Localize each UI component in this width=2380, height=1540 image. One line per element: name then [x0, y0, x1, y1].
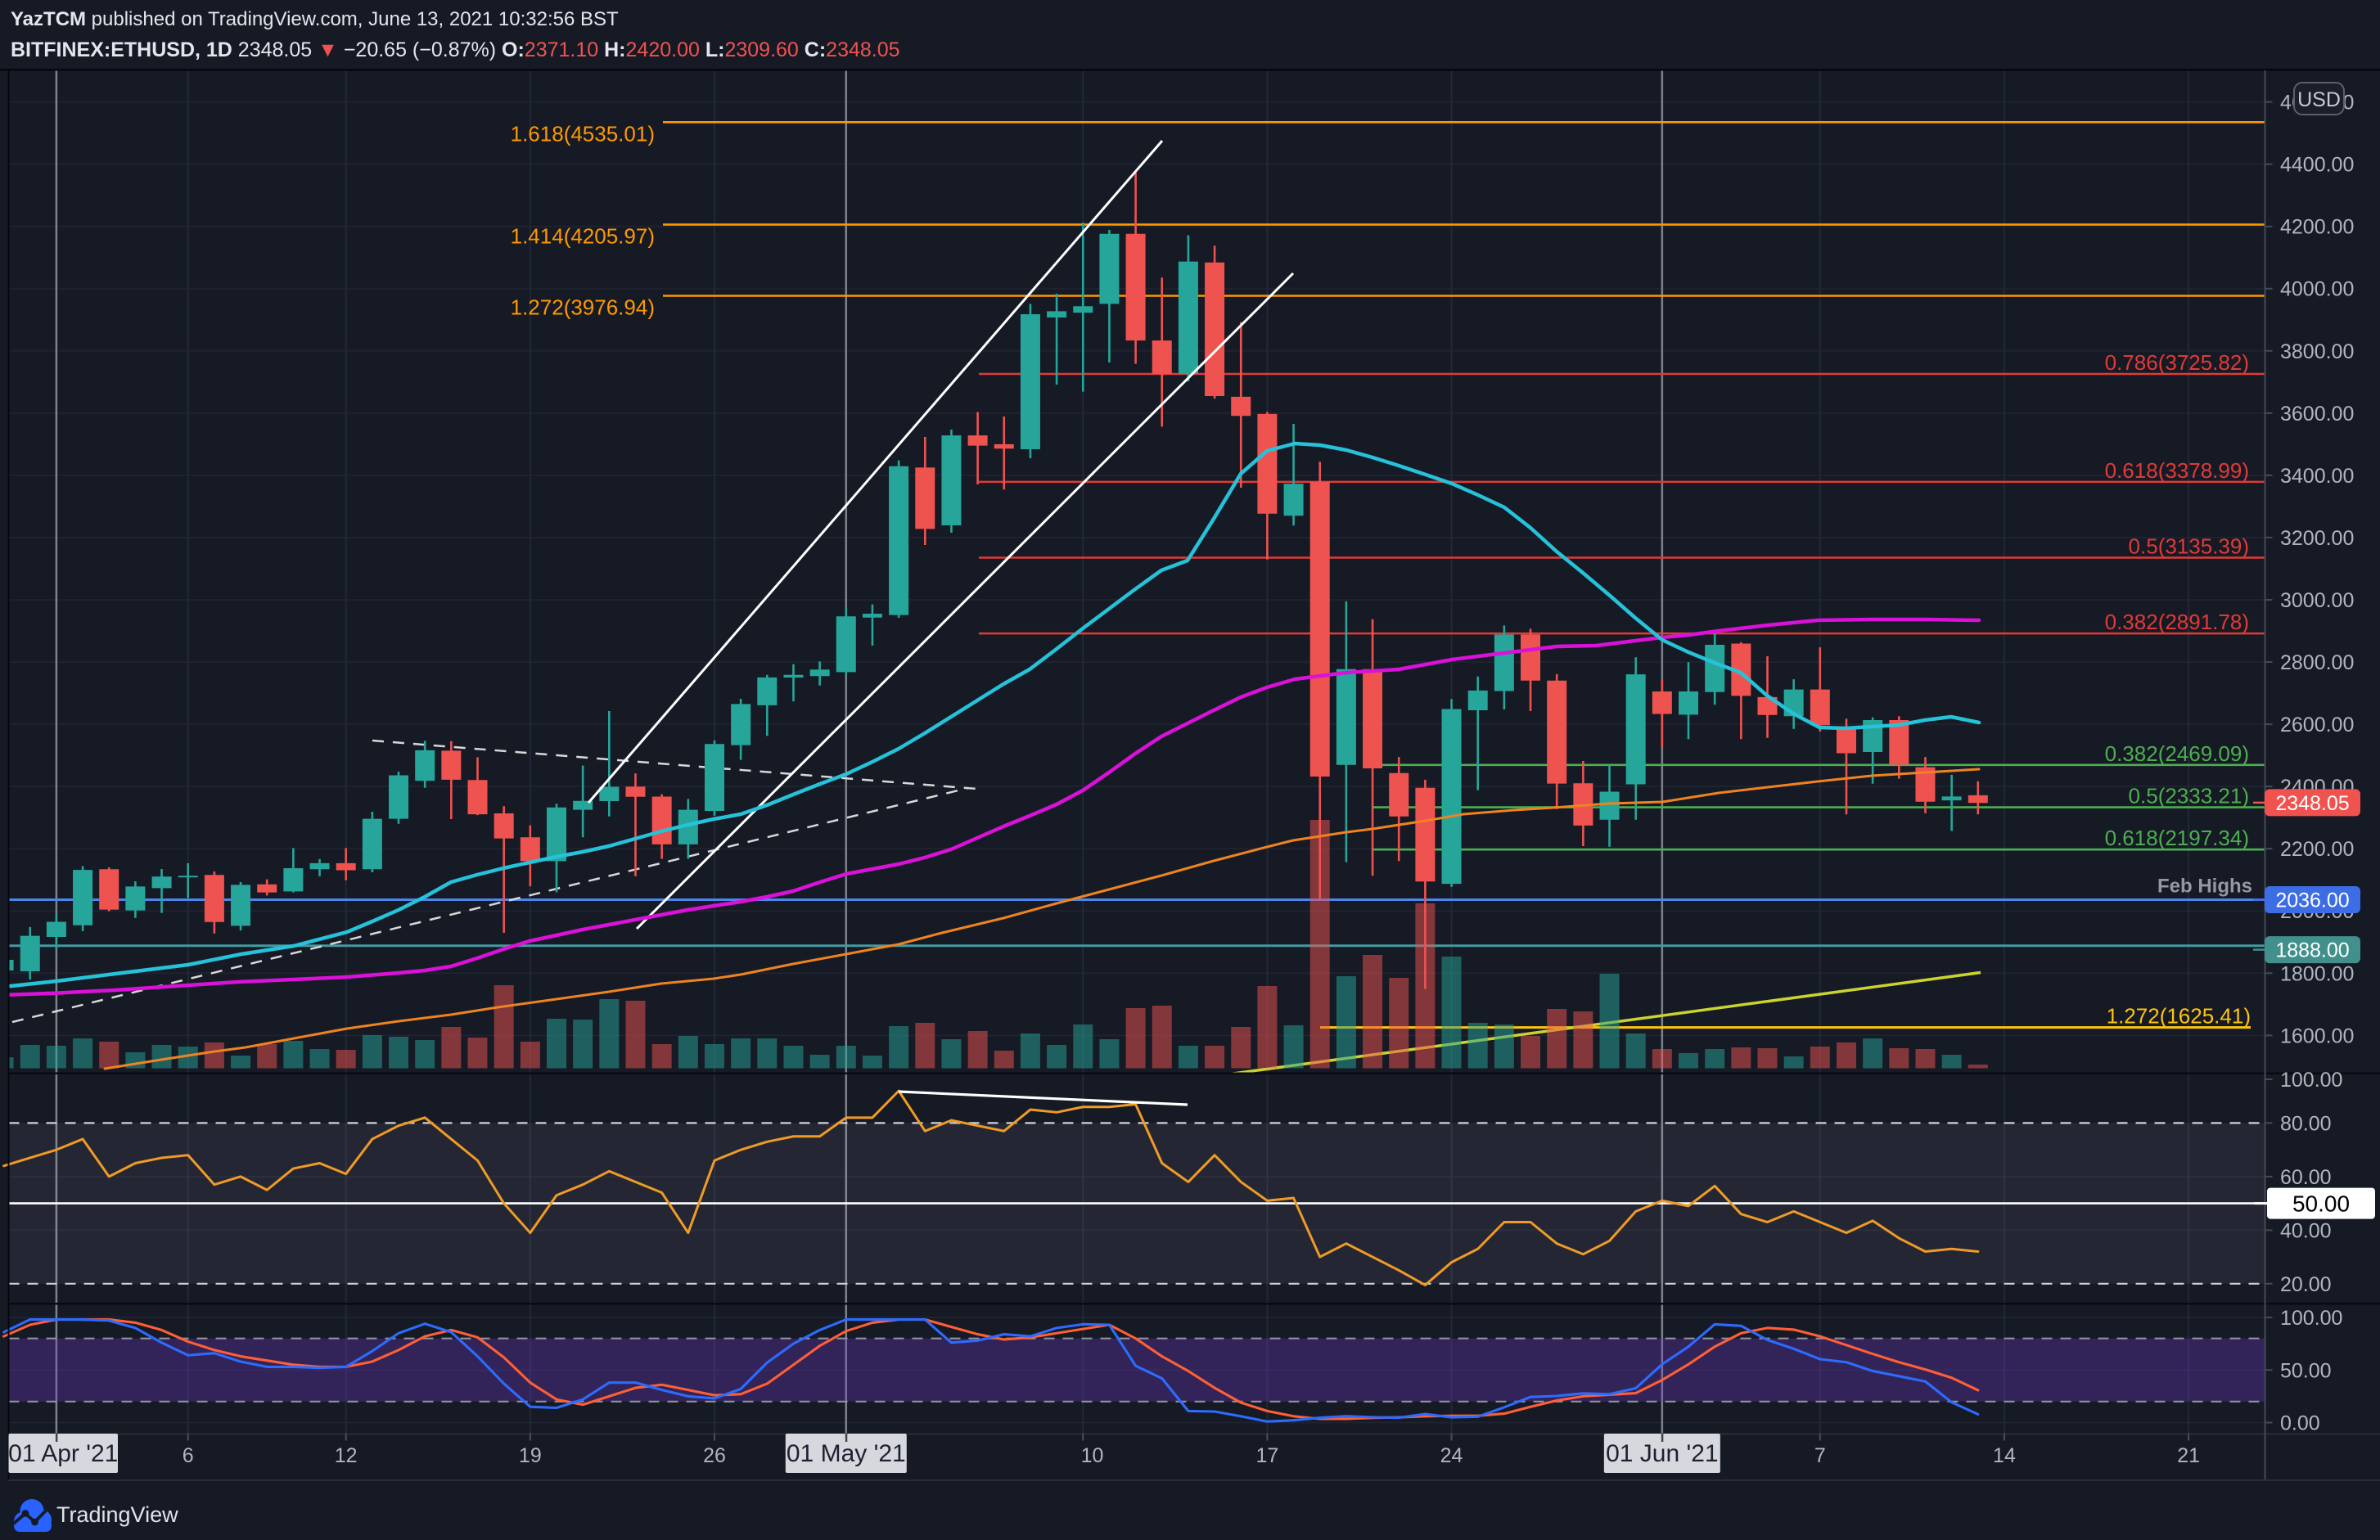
svg-text:3400.00: 3400.00 [2280, 465, 2354, 488]
svg-text:0.618(2197.34): 0.618(2197.34) [2105, 826, 2249, 850]
svg-text:3800.00: 3800.00 [2280, 340, 2354, 363]
svg-text:01 May '21: 01 May '21 [787, 1440, 906, 1467]
svg-text:0.5(3135.39): 0.5(3135.39) [2129, 534, 2249, 558]
svg-text:2348.05: 2348.05 [2275, 792, 2349, 815]
svg-text:19: 19 [519, 1444, 542, 1467]
svg-text:3000.00: 3000.00 [2280, 589, 2354, 612]
svg-text:1.414(4205.97): 1.414(4205.97) [511, 223, 655, 248]
svg-text:0.618(3378.99): 0.618(3378.99) [2105, 458, 2249, 483]
svg-text:4400.00: 4400.00 [2280, 154, 2354, 177]
svg-text:1.272(1625.41): 1.272(1625.41) [2107, 1004, 2251, 1029]
svg-text:10: 10 [1081, 1444, 1104, 1467]
svg-text:2800.00: 2800.00 [2280, 651, 2354, 674]
svg-text:12: 12 [335, 1444, 358, 1467]
svg-text:50.00: 50.00 [2292, 1191, 2350, 1217]
svg-text:0.786(3725.82): 0.786(3725.82) [2105, 350, 2249, 375]
svg-text:100.00: 100.00 [2280, 1069, 2342, 1092]
svg-text:4200.00: 4200.00 [2280, 216, 2354, 239]
svg-text:USD: USD [2297, 88, 2341, 111]
svg-text:01 Jun '21: 01 Jun '21 [1606, 1440, 1719, 1467]
svg-text:1.618(4535.01): 1.618(4535.01) [511, 121, 655, 146]
svg-text:20.00: 20.00 [2280, 1273, 2332, 1296]
svg-text:14: 14 [1993, 1444, 2016, 1467]
svg-text:21: 21 [2177, 1444, 2200, 1467]
svg-text:YazTCM published on TradingVie: YazTCM published on TradingView.com, Jun… [11, 8, 619, 30]
svg-text:50.00: 50.00 [2280, 1359, 2332, 1382]
svg-text:1888.00: 1888.00 [2275, 939, 2349, 962]
svg-text:6: 6 [183, 1444, 194, 1467]
svg-text:01 Apr '21: 01 Apr '21 [8, 1440, 118, 1467]
svg-text:60.00: 60.00 [2280, 1166, 2332, 1189]
svg-text:1600.00: 1600.00 [2280, 1024, 2354, 1047]
svg-text:0.382(2891.78): 0.382(2891.78) [2105, 610, 2249, 634]
svg-text:BITFINEX:ETHUSD, 1D 2348.05 ▼: BITFINEX:ETHUSD, 1D 2348.05 ▼ −20.65 (−0… [11, 38, 900, 61]
svg-text:80.00: 80.00 [2280, 1112, 2332, 1135]
svg-text:40.00: 40.00 [2280, 1219, 2332, 1242]
svg-text:100.00: 100.00 [2280, 1307, 2342, 1330]
svg-text:3200.00: 3200.00 [2280, 527, 2354, 550]
svg-text:1.272(3976.94): 1.272(3976.94) [511, 295, 655, 320]
svg-text:0.00: 0.00 [2280, 1412, 2320, 1435]
svg-text:0.382(2469.09): 0.382(2469.09) [2105, 741, 2249, 766]
svg-text:4000.00: 4000.00 [2280, 278, 2354, 301]
svg-text:17: 17 [1255, 1444, 1278, 1467]
svg-text:7: 7 [1814, 1444, 1826, 1467]
svg-text:1800.00: 1800.00 [2280, 962, 2354, 985]
svg-text:2036.00: 2036.00 [2275, 889, 2349, 912]
svg-text:3600.00: 3600.00 [2280, 403, 2354, 426]
svg-text:TradingView: TradingView [56, 1502, 178, 1527]
svg-text:2200.00: 2200.00 [2280, 838, 2354, 861]
svg-text:Feb Highs: Feb Highs [2157, 876, 2252, 898]
svg-text:24: 24 [1440, 1444, 1463, 1467]
svg-text:0.5(2333.21): 0.5(2333.21) [2129, 784, 2249, 808]
svg-text:2600.00: 2600.00 [2280, 714, 2354, 736]
svg-text:26: 26 [703, 1444, 726, 1467]
